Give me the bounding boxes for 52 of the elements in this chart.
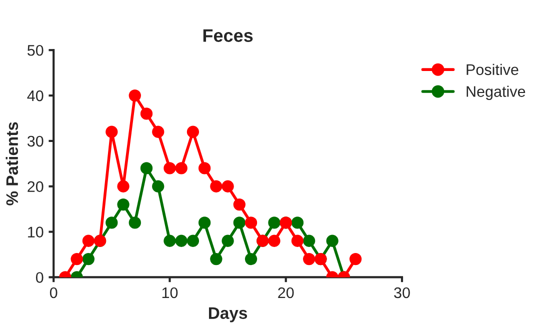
x-tick-label: 30 [394, 287, 410, 298]
point [198, 216, 211, 229]
point [106, 126, 118, 138]
point [244, 252, 258, 266]
point [349, 252, 362, 266]
point [186, 126, 200, 138]
point [140, 162, 153, 174]
point [140, 108, 153, 120]
point [152, 126, 164, 138]
x-tick-label: 20 [278, 287, 294, 298]
point [222, 234, 234, 247]
point [198, 162, 211, 174]
y-tick-label: 20 [28, 181, 44, 192]
point [152, 180, 164, 192]
legend-label: Negative [466, 86, 526, 100]
x-tick-label: 10 [162, 287, 178, 298]
y-tick-label: 40 [27, 90, 44, 102]
legend-label: Positive [466, 64, 518, 76]
point [117, 180, 130, 192]
point [210, 180, 222, 192]
point [70, 252, 83, 266]
point [175, 162, 188, 174]
point [164, 234, 176, 247]
point [291, 216, 304, 229]
x-axis-title: Days [208, 307, 248, 322]
point [244, 216, 258, 229]
y-tick-label: 0 [36, 272, 44, 283]
point [326, 234, 338, 247]
point [268, 216, 280, 229]
point [128, 216, 141, 229]
point [82, 234, 95, 247]
point [164, 162, 176, 174]
point [222, 180, 234, 192]
point [210, 252, 222, 266]
point [106, 216, 118, 229]
point [268, 234, 280, 247]
point [128, 89, 141, 102]
point [233, 198, 246, 211]
point [291, 234, 304, 247]
point [303, 234, 316, 247]
point [186, 234, 200, 247]
point [303, 252, 316, 266]
y-tick-label: 30 [27, 136, 44, 147]
point [233, 216, 246, 229]
x-tick-label: 0 [50, 287, 58, 298]
point [82, 252, 95, 266]
chart-title: Feces [203, 29, 253, 42]
point [175, 234, 188, 247]
y-tick-label: 10 [28, 226, 44, 238]
y-tick-label: 50 [27, 44, 44, 56]
point [117, 198, 130, 211]
y-axis-title: % Patients [6, 122, 18, 206]
